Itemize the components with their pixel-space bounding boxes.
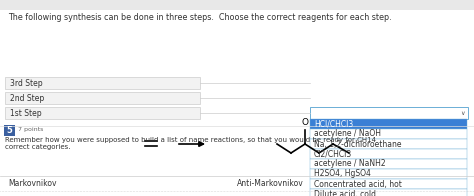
Text: Cl2/CHCl3: Cl2/CHCl3	[314, 150, 352, 159]
FancyBboxPatch shape	[310, 179, 467, 189]
Text: HCl/CHCl3: HCl/CHCl3	[314, 120, 353, 129]
FancyBboxPatch shape	[310, 119, 467, 129]
Text: Markovnikov: Markovnikov	[8, 179, 56, 188]
Text: H2SO4, HgSO4: H2SO4, HgSO4	[314, 170, 371, 179]
FancyBboxPatch shape	[5, 107, 200, 119]
FancyBboxPatch shape	[5, 77, 200, 89]
FancyBboxPatch shape	[5, 92, 200, 104]
Text: 1st Step: 1st Step	[10, 109, 42, 117]
Text: ∨: ∨	[461, 111, 465, 115]
FancyBboxPatch shape	[310, 149, 467, 159]
FancyBboxPatch shape	[310, 189, 467, 196]
FancyBboxPatch shape	[310, 107, 468, 119]
FancyBboxPatch shape	[310, 139, 467, 149]
Text: 5: 5	[7, 126, 12, 135]
Text: Anti-Markovnikov: Anti-Markovnikov	[237, 179, 304, 188]
Text: Dilute acid, cold: Dilute acid, cold	[314, 190, 376, 196]
FancyBboxPatch shape	[310, 159, 467, 169]
Text: O: O	[301, 118, 309, 127]
Text: Na, 1,2-dichloroethane: Na, 1,2-dichloroethane	[314, 140, 401, 149]
Text: 2nd Step: 2nd Step	[10, 93, 44, 103]
FancyBboxPatch shape	[310, 129, 467, 139]
Text: The following synthesis can be done in three steps.  Choose the correct reagents: The following synthesis can be done in t…	[8, 13, 392, 22]
Text: acetylene / NaNH2: acetylene / NaNH2	[314, 160, 386, 169]
Text: 3rd Step: 3rd Step	[10, 79, 43, 87]
Text: Remember how you were supposed to build a list of name reactions, so that you wo: Remember how you were supposed to build …	[5, 137, 376, 143]
FancyBboxPatch shape	[310, 169, 467, 179]
Text: 7 points: 7 points	[18, 127, 44, 132]
Text: acetylene / NaOH: acetylene / NaOH	[314, 130, 381, 139]
Text: Concentrated acid, hot: Concentrated acid, hot	[314, 180, 402, 189]
FancyBboxPatch shape	[0, 0, 474, 10]
FancyBboxPatch shape	[4, 125, 15, 136]
Text: correct categories.: correct categories.	[5, 144, 71, 150]
